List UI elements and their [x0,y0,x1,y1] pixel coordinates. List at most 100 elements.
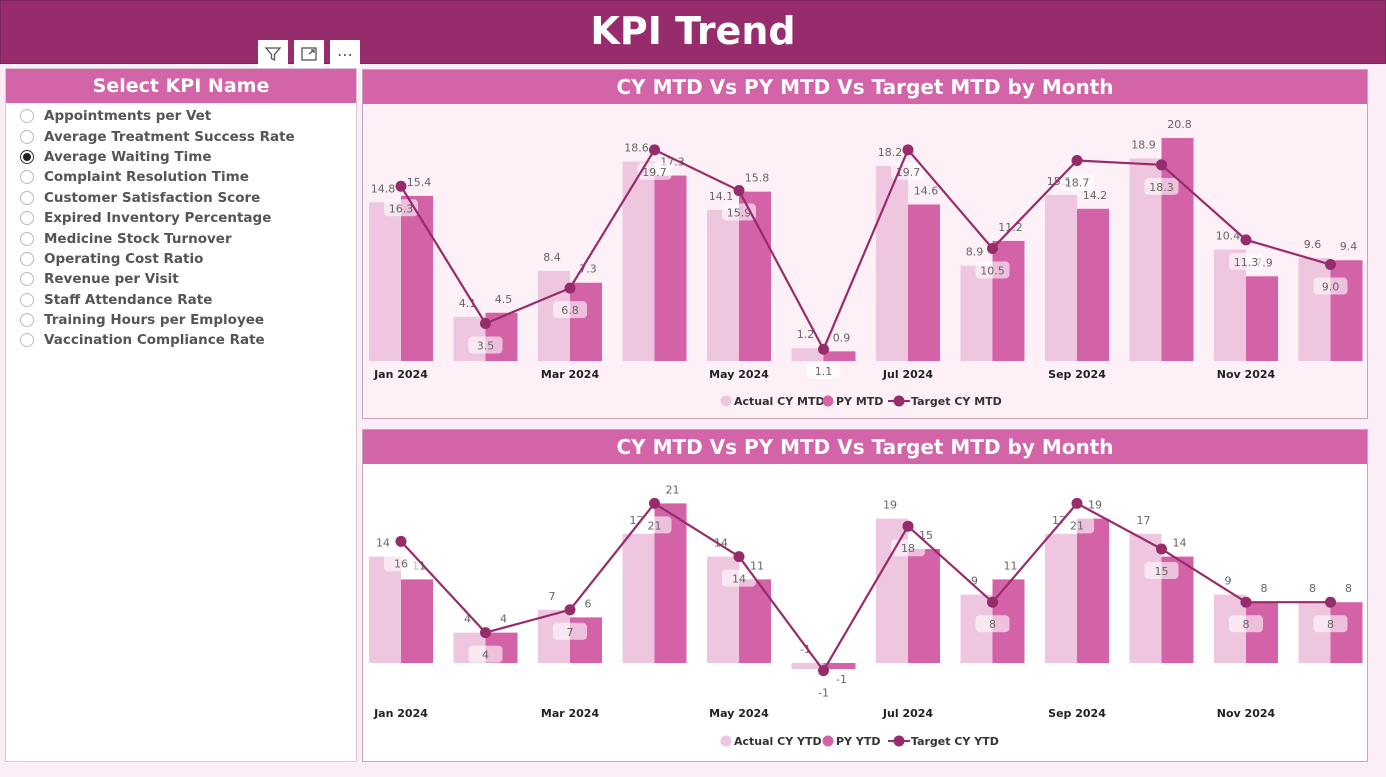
actual-data-label: -1 [800,643,811,656]
target-data-label: 8 [1327,618,1334,631]
target-label-box [384,554,418,572]
radio-button[interactable] [20,190,34,205]
slicer-option-label: Expired Inventory Percentage [44,210,272,227]
legend-actual-marker [720,735,732,747]
chart-title: CY MTD Vs PY MTD Vs Target MTD by Month [363,430,1367,464]
slicer-option-label: Revenue per Visit [44,271,179,288]
target-label-box [1313,277,1348,295]
filter-icon[interactable] [258,40,288,68]
target-point [733,551,745,563]
x-tick-label: Jul 2024 [882,368,933,381]
page-header: KPI Trend ⋯ [0,0,1386,68]
radio-button[interactable] [20,251,34,266]
actual-data-label: 14 [376,537,390,550]
target-data-label: 1.1 [815,365,833,378]
target-point [902,520,914,532]
actual-bar [1298,258,1331,361]
kpi-slicer: Select KPI Name Appointments per Vet Aver… [5,68,357,762]
slicer-option-label: Operating Cost Ratio [44,250,204,267]
slicer-option[interactable]: Average Treatment Success Rate [6,126,356,146]
py-bar [1077,208,1109,361]
py-data-label: 4.5 [495,293,513,306]
target-data-label: 18.3 [1149,181,1174,194]
radio-button[interactable] [20,272,34,287]
target-point [733,185,745,197]
radio-button[interactable] [20,231,34,246]
x-tick-label: Jul 2024 [882,707,933,720]
target-point [1325,259,1336,271]
legend-py-label: PY MTD [836,395,883,408]
target-point [1240,596,1252,608]
slicer-option[interactable]: Revenue per Visit [6,269,356,289]
actual-bar [1045,533,1077,663]
radio-button[interactable] [20,129,34,144]
py-data-label: 9.4 [1340,240,1358,253]
actual-bar [791,348,824,361]
chart-title: CY MTD Vs PY MTD Vs Target MTD by Month [363,70,1367,104]
slicer-option[interactable]: Medicine Stock Turnover [6,228,356,248]
legend-target-marker [893,395,905,407]
slicer-option-label: Medicine Stock Turnover [44,230,232,247]
x-tick-label: Jan 2024 [373,707,428,720]
actual-data-label: 18.9 [1131,138,1156,151]
slicer-option-label: Customer Satisfaction Score [44,189,261,206]
ytd-chart: CY MTD Vs PY MTD Vs Target MTD by Month … [362,429,1368,762]
py-bar [1330,602,1363,663]
py-data-label: 15.4 [407,176,432,189]
x-tick-label: Jan 2024 [373,368,428,381]
legend-target-label: Target CY MTD [911,395,1002,408]
target-line [400,147,1331,352]
target-data-label: 16.3 [389,202,414,215]
radio-button[interactable] [20,211,34,226]
focus-mode-icon[interactable] [294,40,324,68]
slicer-option[interactable]: Customer Satisfaction Score [6,188,356,208]
py-data-label: 21 [666,483,680,496]
slicer-option[interactable]: Training Hours per Employee [6,310,356,330]
target-data-label: 8 [989,618,996,631]
legend-target-marker [893,735,905,747]
target-data-label: 18.7 [1065,177,1090,190]
slicer-option[interactable]: Appointments per Vet [6,106,356,126]
x-tick-label: Mar 2024 [541,707,600,720]
target-label-box [468,336,503,354]
slicer-option[interactable]: Average Waiting Time [6,147,356,167]
x-tick-label: Nov 2024 [1217,368,1276,381]
slicer-option[interactable]: Vaccination Compliance Rate [6,330,356,350]
py-bar [1077,518,1109,663]
radio-button[interactable] [20,292,34,307]
more-options-icon[interactable]: ⋯ [330,40,360,68]
actual-data-label: 17 [1137,514,1151,527]
actual-bar [369,556,401,663]
target-data-label: 7 [567,626,574,639]
legend-py-label: PY YTD [836,735,880,748]
target-label-box [806,683,841,701]
py-data-label: 4 [500,613,507,626]
target-point [480,627,491,639]
target-point [564,282,576,294]
slicer-option[interactable]: Staff Attendance Rate [6,290,356,310]
x-tick-label: Sep 2024 [1048,707,1106,720]
actual-bar [707,209,739,361]
page-title: KPI Trend [590,9,796,53]
radio-button[interactable] [20,333,34,348]
target-point [564,604,576,616]
slicer-option[interactable]: Operating Cost Ratio [6,249,356,269]
slicer-option[interactable]: Expired Inventory Percentage [6,208,356,228]
radio-button[interactable] [20,149,34,164]
actual-bar [1298,602,1331,663]
radio-button[interactable] [20,170,34,185]
py-data-label: 11 [750,559,764,572]
actual-data-label: 14.1 [709,190,734,203]
ytd-chart-plot: 14 11 16 Jan 2024 4 4 4 7 6 7 Mar 2024 17 21 21 14 11 14… [369,483,1363,748]
slicer-option-label: Average Waiting Time [44,148,212,165]
py-data-label: 14.2 [1083,189,1108,202]
py-data-label: 20.8 [1167,118,1192,131]
slicer-option-label: Training Hours per Employee [44,312,265,329]
slicer-option[interactable]: Complaint Resolution Time [6,167,356,187]
target-data-label: 21 [1070,519,1084,532]
target-point [1071,497,1083,509]
radio-button[interactable] [20,313,34,328]
target-label-box [553,301,587,319]
target-label-box [1060,173,1094,191]
radio-button[interactable] [20,109,34,124]
